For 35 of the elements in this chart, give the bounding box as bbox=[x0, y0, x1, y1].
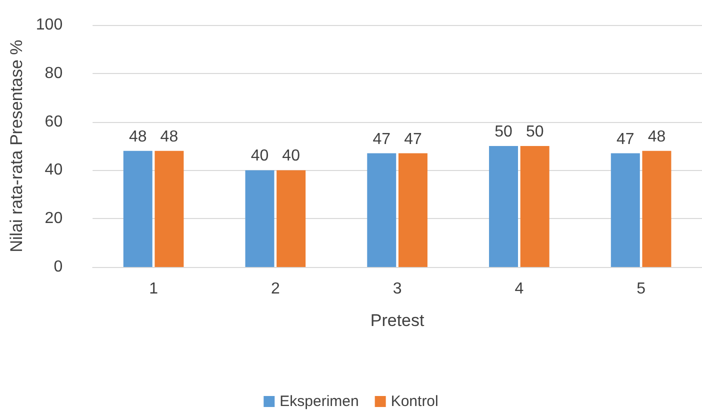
data-label: 47 bbox=[372, 130, 391, 148]
data-label: 50 bbox=[494, 124, 513, 140]
y-tick-label: 80 bbox=[44, 64, 63, 82]
y-tick-label: 20 bbox=[44, 210, 63, 228]
legend-label: Eksperimen bbox=[280, 393, 359, 410]
data-label: 50 bbox=[526, 124, 544, 140]
bar bbox=[154, 150, 184, 267]
x-tick-label: 2 bbox=[270, 280, 280, 298]
data-label: 48 bbox=[160, 128, 178, 146]
data-label: 47 bbox=[616, 130, 634, 148]
x-tick-label: 1 bbox=[149, 280, 158, 298]
x-tick-label: 4 bbox=[514, 280, 524, 298]
data-label: 48 bbox=[648, 128, 666, 146]
x-tick-label: 3 bbox=[392, 280, 402, 298]
y-tick-label: 100 bbox=[36, 16, 63, 34]
bar bbox=[642, 150, 672, 267]
bar bbox=[610, 153, 640, 267]
bar bbox=[245, 170, 274, 267]
x-tick-label: 5 bbox=[636, 280, 646, 298]
y-tick-label: 40 bbox=[44, 162, 63, 179]
bar bbox=[520, 146, 550, 267]
bar bbox=[123, 150, 152, 267]
y-tick-label: 0 bbox=[54, 258, 63, 276]
bar bbox=[489, 146, 518, 267]
data-label: 47 bbox=[404, 130, 422, 148]
data-label: 40 bbox=[282, 148, 300, 165]
x-axis-title: Pretest bbox=[370, 311, 424, 330]
y-tick-label: 60 bbox=[44, 113, 63, 130]
bar bbox=[276, 170, 306, 267]
data-label: 40 bbox=[250, 148, 269, 165]
bar bbox=[367, 153, 396, 267]
y-axis-title: Nilai rata-rata Presentase % bbox=[7, 40, 26, 252]
bar bbox=[398, 153, 428, 267]
data-label: 48 bbox=[128, 128, 147, 146]
legend-label: Kontrol bbox=[390, 393, 438, 410]
